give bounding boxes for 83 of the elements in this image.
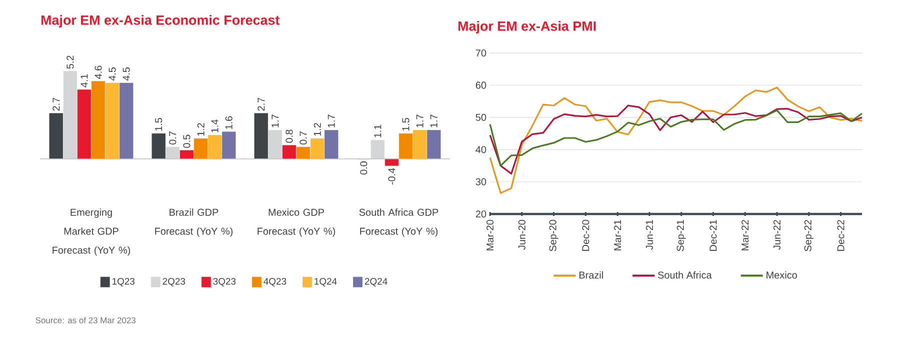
line-series xyxy=(489,104,863,175)
bar xyxy=(119,82,134,160)
bar xyxy=(268,130,282,160)
data-label: -0.4 xyxy=(388,168,396,185)
data-label: 1.4 xyxy=(211,120,218,132)
data-label: 0.8 xyxy=(286,130,293,143)
data-label: 2.7 xyxy=(258,98,265,111)
bar xyxy=(222,132,236,160)
legend-label: South Africa xyxy=(658,271,712,279)
legend-label: 1Q23 xyxy=(112,278,135,286)
y-tick-label: 50 xyxy=(476,114,486,121)
data-label: 1.7 xyxy=(328,114,335,128)
bar xyxy=(152,133,166,160)
source-note: Source: as of 23 Mar 2023 xyxy=(36,317,136,324)
y-tick-label: 30 xyxy=(476,178,486,186)
legend-label: 3Q23 xyxy=(213,278,236,286)
legend-label: 1Q24 xyxy=(314,278,337,286)
bar xyxy=(49,113,64,160)
x-tick-label: Brazil GDP Forecast (YoY %) xyxy=(155,208,233,237)
data-label: 0.0 xyxy=(360,161,368,175)
data-label: 1.1 xyxy=(374,124,382,138)
data-label: 1.2 xyxy=(197,123,204,136)
data-label: 4.5 xyxy=(122,67,130,81)
bar xyxy=(310,138,324,160)
bar xyxy=(398,133,413,160)
x-tick-label: Sep-20 xyxy=(549,220,558,252)
data-label: 1.5 xyxy=(155,118,162,131)
line-series xyxy=(489,86,863,194)
x-tick-label: Emerging Market GDP Forecast (YoY %) xyxy=(52,208,130,256)
bar xyxy=(194,138,208,160)
legend-label: 2Q23 xyxy=(162,278,186,286)
data-label: 0.5 xyxy=(183,134,190,148)
bar xyxy=(77,90,92,160)
bar xyxy=(370,140,385,160)
x-tick-label: Mar-22 xyxy=(742,220,749,250)
bar xyxy=(105,82,120,160)
x-tick-label: South Africa GDP Forecast (YoY %) xyxy=(359,208,438,237)
legend-label: Brazil xyxy=(579,271,603,279)
x-tick-label: Dec-20 xyxy=(582,220,590,251)
y-tick-label: 60 xyxy=(476,82,486,89)
legend-label: Mexico xyxy=(766,271,797,279)
data-label: 1.6 xyxy=(225,116,232,129)
legend-label: 2Q24 xyxy=(364,278,388,286)
bar xyxy=(282,145,296,160)
data-label: 4.5 xyxy=(108,67,116,81)
y-tick-label: 70 xyxy=(476,49,486,57)
data-label: 0.7 xyxy=(169,132,176,144)
bar xyxy=(180,150,194,160)
data-label: 1.5 xyxy=(402,118,410,131)
x-tick-label: Sep-21 xyxy=(676,220,686,252)
bar xyxy=(63,71,78,160)
data-label: 1.7 xyxy=(430,114,438,128)
bar xyxy=(91,81,106,160)
bar xyxy=(426,130,441,160)
bar xyxy=(208,135,222,160)
x-tick-label: Jun-21 xyxy=(646,220,653,250)
data-label: 0.7 xyxy=(300,132,307,144)
y-tick-label: 20 xyxy=(476,210,486,218)
x-tick-label: Dec-21 xyxy=(710,220,717,251)
data-label: 1.7 xyxy=(272,114,279,128)
chart-title: Major EM ex-Asia PMI xyxy=(458,20,596,34)
x-tick-label: Jun-22 xyxy=(773,220,780,250)
bar xyxy=(296,146,310,160)
data-label: 1.2 xyxy=(314,123,321,136)
bar xyxy=(166,146,180,160)
x-tick-label: Jun-20 xyxy=(518,220,526,250)
data-label: 5.2 xyxy=(66,56,74,69)
chart-title: Major EM ex-Asia Economic Forecast xyxy=(41,14,280,28)
data-label: 1.7 xyxy=(416,114,424,128)
x-tick-label: Mar-20 xyxy=(486,220,494,250)
data-label: 4.6 xyxy=(94,66,102,79)
bar xyxy=(254,113,268,160)
x-tick-label: Dec-22 xyxy=(837,220,844,251)
data-label: 4.1 xyxy=(80,74,88,88)
x-tick-label: Mar-21 xyxy=(614,220,622,250)
bar xyxy=(412,130,427,160)
bar xyxy=(324,130,338,160)
data-label: 2.7 xyxy=(52,98,60,111)
y-tick-label: 40 xyxy=(476,146,486,154)
x-tick-label: Mexico GDP Forecast (YoY %) xyxy=(258,208,336,237)
legend-label: 4Q23 xyxy=(264,278,286,286)
x-tick-label: Sep-22 xyxy=(804,220,814,252)
bar xyxy=(384,158,399,166)
